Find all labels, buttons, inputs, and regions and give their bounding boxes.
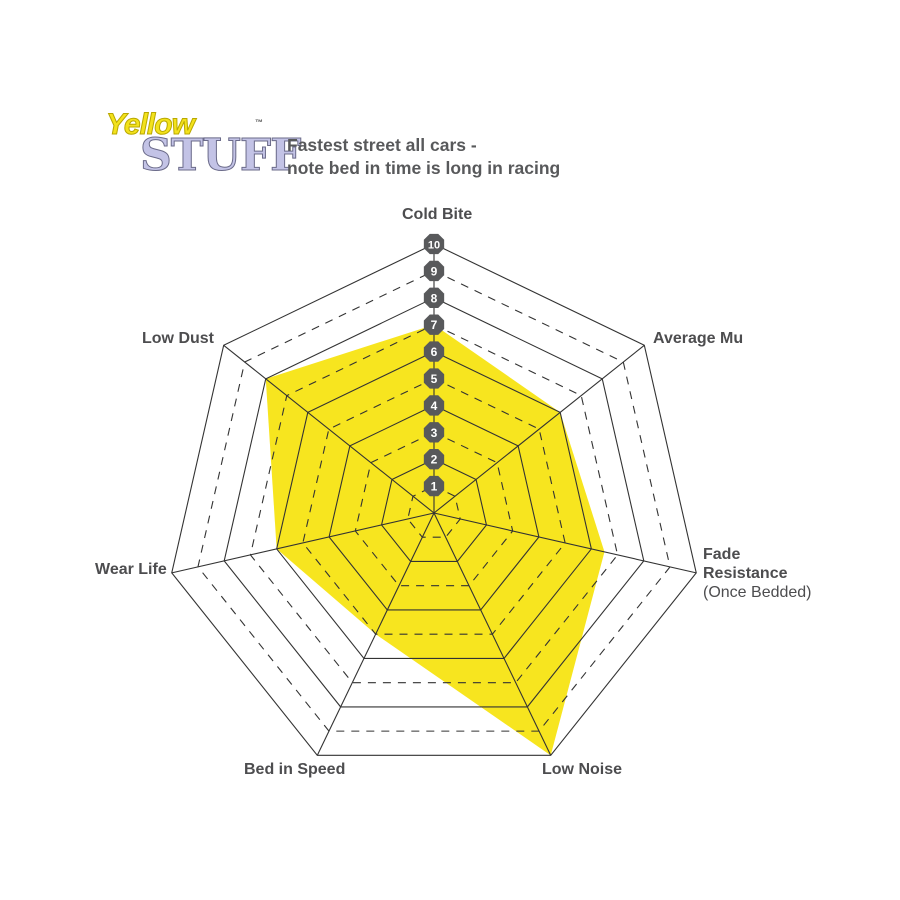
tick-label-10: 10 [428,240,440,252]
axis-spoke-3 [433,512,552,756]
logo-stuff-text: STUFF [139,130,301,182]
axis-label-wear-life: Wear Life [95,561,167,578]
axis-spoke-1 [433,344,645,514]
grid-ring-2 [380,458,488,563]
grid-ring-1 [407,485,461,538]
axis-label-low-noise: Low Noise [542,761,623,778]
chart-subtitle: Fastest street all cars - note bed in ti… [287,134,560,180]
axis-label-fade-resistance: Fade Resistance (Once Bedded) [703,545,812,602]
fade-label-line2: Resistance [703,565,788,582]
tick-marker-8 [423,287,445,308]
axis-label-cold-bite: Cold Bite [402,206,473,223]
tick-label-4: 4 [431,399,438,413]
tick-label-6: 6 [431,345,438,359]
grid-ring-5 [302,377,566,635]
axis-spoke-5 [171,512,435,574]
tick-marker-10 [423,233,445,255]
tick-label-5: 5 [431,372,438,386]
axis-spoke-4 [316,512,435,756]
tick-marker-5 [423,368,445,389]
grid-ring-9 [197,270,671,732]
axis-spoke-6 [223,344,435,514]
grid-ring-3 [354,431,514,587]
tick-label-7: 7 [431,318,438,332]
tick-label-2: 2 [431,453,438,467]
axis-label-bed-in-speed: Bed in Speed [244,761,346,778]
subtitle-line-1: Fastest street all cars - [287,135,477,155]
grid-ring-6 [276,350,592,659]
tick-marker-6 [423,341,445,362]
tick-marker-4 [423,395,445,416]
subtitle-line-2: note bed in time is long in racing [287,158,561,178]
fade-label-line1: Fade [703,546,741,563]
yellow-stuff-logo: Yellow STUFF ™ [100,108,302,188]
axis-label-average-mu: Average Mu [653,330,744,347]
tick-marker-3 [423,422,445,443]
grid-ring-7 [249,324,619,684]
tick-label-9: 9 [431,264,438,278]
tick-marker-7 [423,314,445,335]
axis-spoke-2 [433,512,697,574]
tick-label-8: 8 [431,291,438,305]
grid-ring-8 [223,297,645,708]
tick-label-3: 3 [431,426,438,440]
axis-label-low-dust: Low Dust [142,330,214,347]
tick-label-1: 1 [431,480,438,494]
grid-ring-4 [328,404,540,611]
tick-marker-1 [423,475,445,497]
logo-trademark: ™ [255,118,263,127]
grid-ring-10 [171,243,697,756]
tick-marker-2 [423,449,445,470]
tick-marker-9 [423,260,445,282]
fade-label-note: (Once Bedded) [703,584,812,601]
logo-yellow-text: Yellow [106,108,196,142]
data-area [265,324,605,756]
